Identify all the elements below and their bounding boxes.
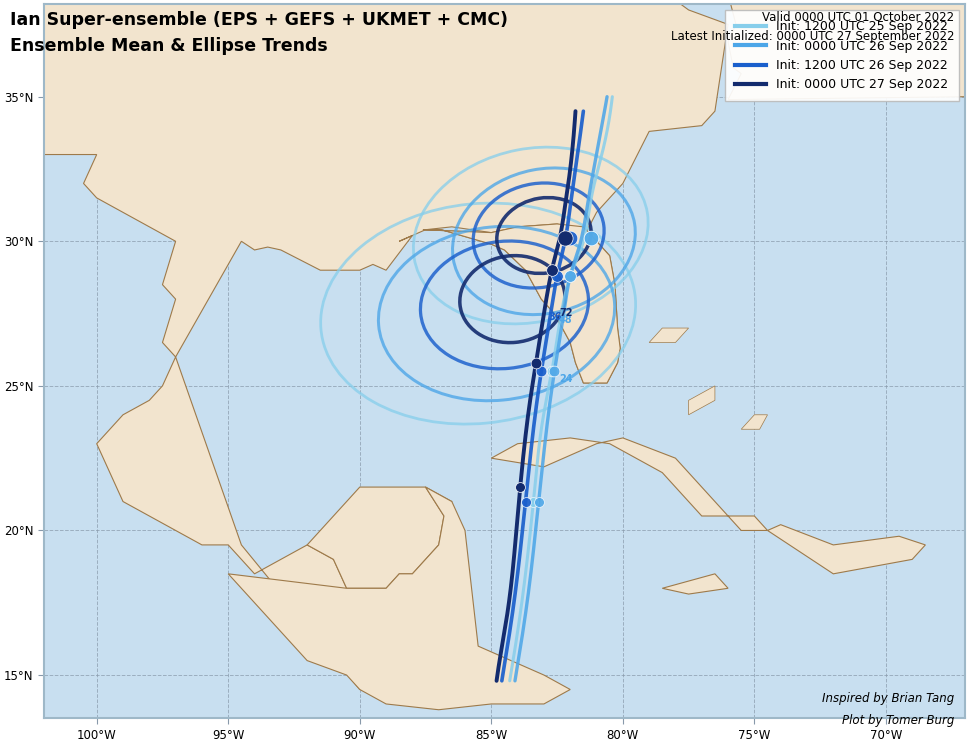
Polygon shape xyxy=(229,487,570,709)
Text: Inspired by Brian Tang: Inspired by Brian Tang xyxy=(823,692,954,705)
Polygon shape xyxy=(689,386,715,415)
Text: Latest Initialized: 0000 UTC 27 September 2022: Latest Initialized: 0000 UTC 27 Septembe… xyxy=(671,30,954,43)
Polygon shape xyxy=(97,357,452,689)
Point xyxy=(557,233,573,245)
Text: Valid 0000 UTC 01 October 2022: Valid 0000 UTC 01 October 2022 xyxy=(763,11,954,24)
Point xyxy=(534,366,549,377)
Point xyxy=(562,270,578,282)
Polygon shape xyxy=(741,415,767,429)
Point xyxy=(544,264,559,276)
Polygon shape xyxy=(491,438,767,530)
Point xyxy=(562,233,578,245)
Text: 36: 36 xyxy=(548,313,562,322)
Polygon shape xyxy=(0,0,965,357)
Point xyxy=(544,366,559,377)
Polygon shape xyxy=(662,574,728,594)
Text: Ian Super-ensemble (EPS + GEFS + UKMET + CMC): Ian Super-ensemble (EPS + GEFS + UKMET +… xyxy=(10,11,508,29)
Polygon shape xyxy=(422,224,620,383)
Polygon shape xyxy=(767,524,925,574)
Polygon shape xyxy=(649,328,689,342)
Point xyxy=(547,366,562,377)
Text: 48: 48 xyxy=(559,315,573,325)
Point xyxy=(583,233,599,245)
Point xyxy=(517,495,533,507)
Point xyxy=(525,495,541,507)
Point xyxy=(528,357,544,369)
Polygon shape xyxy=(422,224,620,383)
Point xyxy=(562,270,578,282)
Point xyxy=(531,495,547,507)
Point xyxy=(513,481,528,493)
Point xyxy=(549,270,565,282)
Legend: Init: 1200 UTC 25 Sep 2022, Init: 0000 UTC 26 Sep 2022, Init: 1200 UTC 26 Sep 20: Init: 1200 UTC 25 Sep 2022, Init: 0000 U… xyxy=(725,10,958,101)
Point xyxy=(583,233,599,245)
Polygon shape xyxy=(307,487,444,589)
Text: 24: 24 xyxy=(559,374,573,384)
Text: Ensemble Mean & Ellipse Trends: Ensemble Mean & Ellipse Trends xyxy=(10,37,328,55)
Text: Plot by Tomer Burg: Plot by Tomer Burg xyxy=(842,715,954,727)
Text: 72: 72 xyxy=(559,308,573,318)
